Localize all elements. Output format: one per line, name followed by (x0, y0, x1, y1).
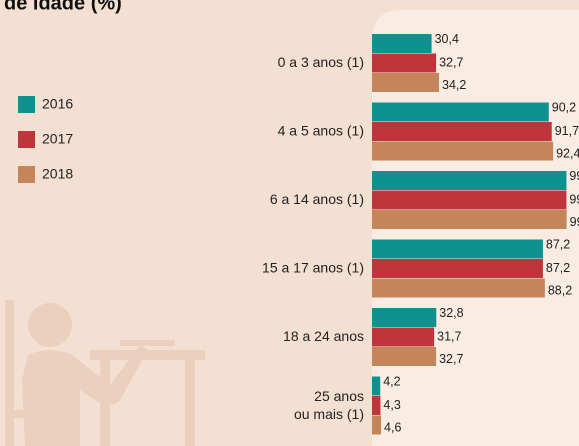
value-label: 4,6 (384, 421, 401, 435)
value-label: 4,2 (383, 375, 400, 389)
bar (372, 396, 380, 415)
category-label: 18 a 24 anos (283, 328, 364, 344)
legend-swatch (18, 131, 35, 148)
bar (372, 54, 436, 73)
bar (372, 73, 439, 92)
value-label: 91,7 (555, 124, 579, 138)
bar (372, 279, 545, 298)
value-label: 31,7 (437, 330, 461, 344)
bar (372, 328, 434, 347)
bar (372, 377, 380, 396)
bar (372, 34, 432, 53)
bar (372, 103, 549, 122)
legend-label: 2018 (42, 166, 73, 182)
bar (372, 191, 566, 210)
value-label: 32,8 (439, 306, 463, 320)
value-label: 87,2 (546, 238, 570, 252)
value-label: 99,2 (569, 169, 579, 183)
chart-title: de idade (%) (4, 0, 122, 14)
bar (372, 259, 543, 278)
category-label: 15 a 17 anos (1) (262, 259, 364, 275)
bar (372, 308, 436, 327)
legend-label: 2017 (42, 131, 73, 147)
bar (372, 240, 543, 259)
category-label: 0 a 3 anos (1) (278, 54, 364, 70)
bar (372, 122, 552, 141)
value-label: 99,2 (569, 193, 579, 207)
value-label: 32,7 (439, 56, 463, 70)
bar (372, 347, 436, 366)
bar (372, 416, 381, 435)
legend-swatch (18, 96, 35, 113)
value-label: 34,2 (442, 78, 466, 92)
value-label: 92,4 (556, 147, 579, 161)
bar (372, 142, 553, 161)
bar (372, 171, 566, 190)
value-label: 99,3 (570, 215, 579, 229)
category-label: 6 a 14 anos (1) (270, 191, 364, 207)
value-label: 87,2 (546, 261, 570, 275)
legend-label: 2016 (42, 96, 73, 112)
value-label: 90,2 (552, 101, 576, 115)
chart: de idade (%) 0 a 3 anos (1) 30,4 32,7 34,2 4… (0, 0, 579, 446)
value-label: 32,7 (439, 352, 463, 366)
bar (372, 210, 567, 229)
value-label: 30,4 (435, 32, 459, 46)
category-label: 4 a 5 anos (1) (278, 122, 364, 138)
value-label: 88,2 (548, 284, 572, 298)
legend-swatch (18, 166, 35, 183)
value-label: 4,3 (383, 398, 400, 412)
